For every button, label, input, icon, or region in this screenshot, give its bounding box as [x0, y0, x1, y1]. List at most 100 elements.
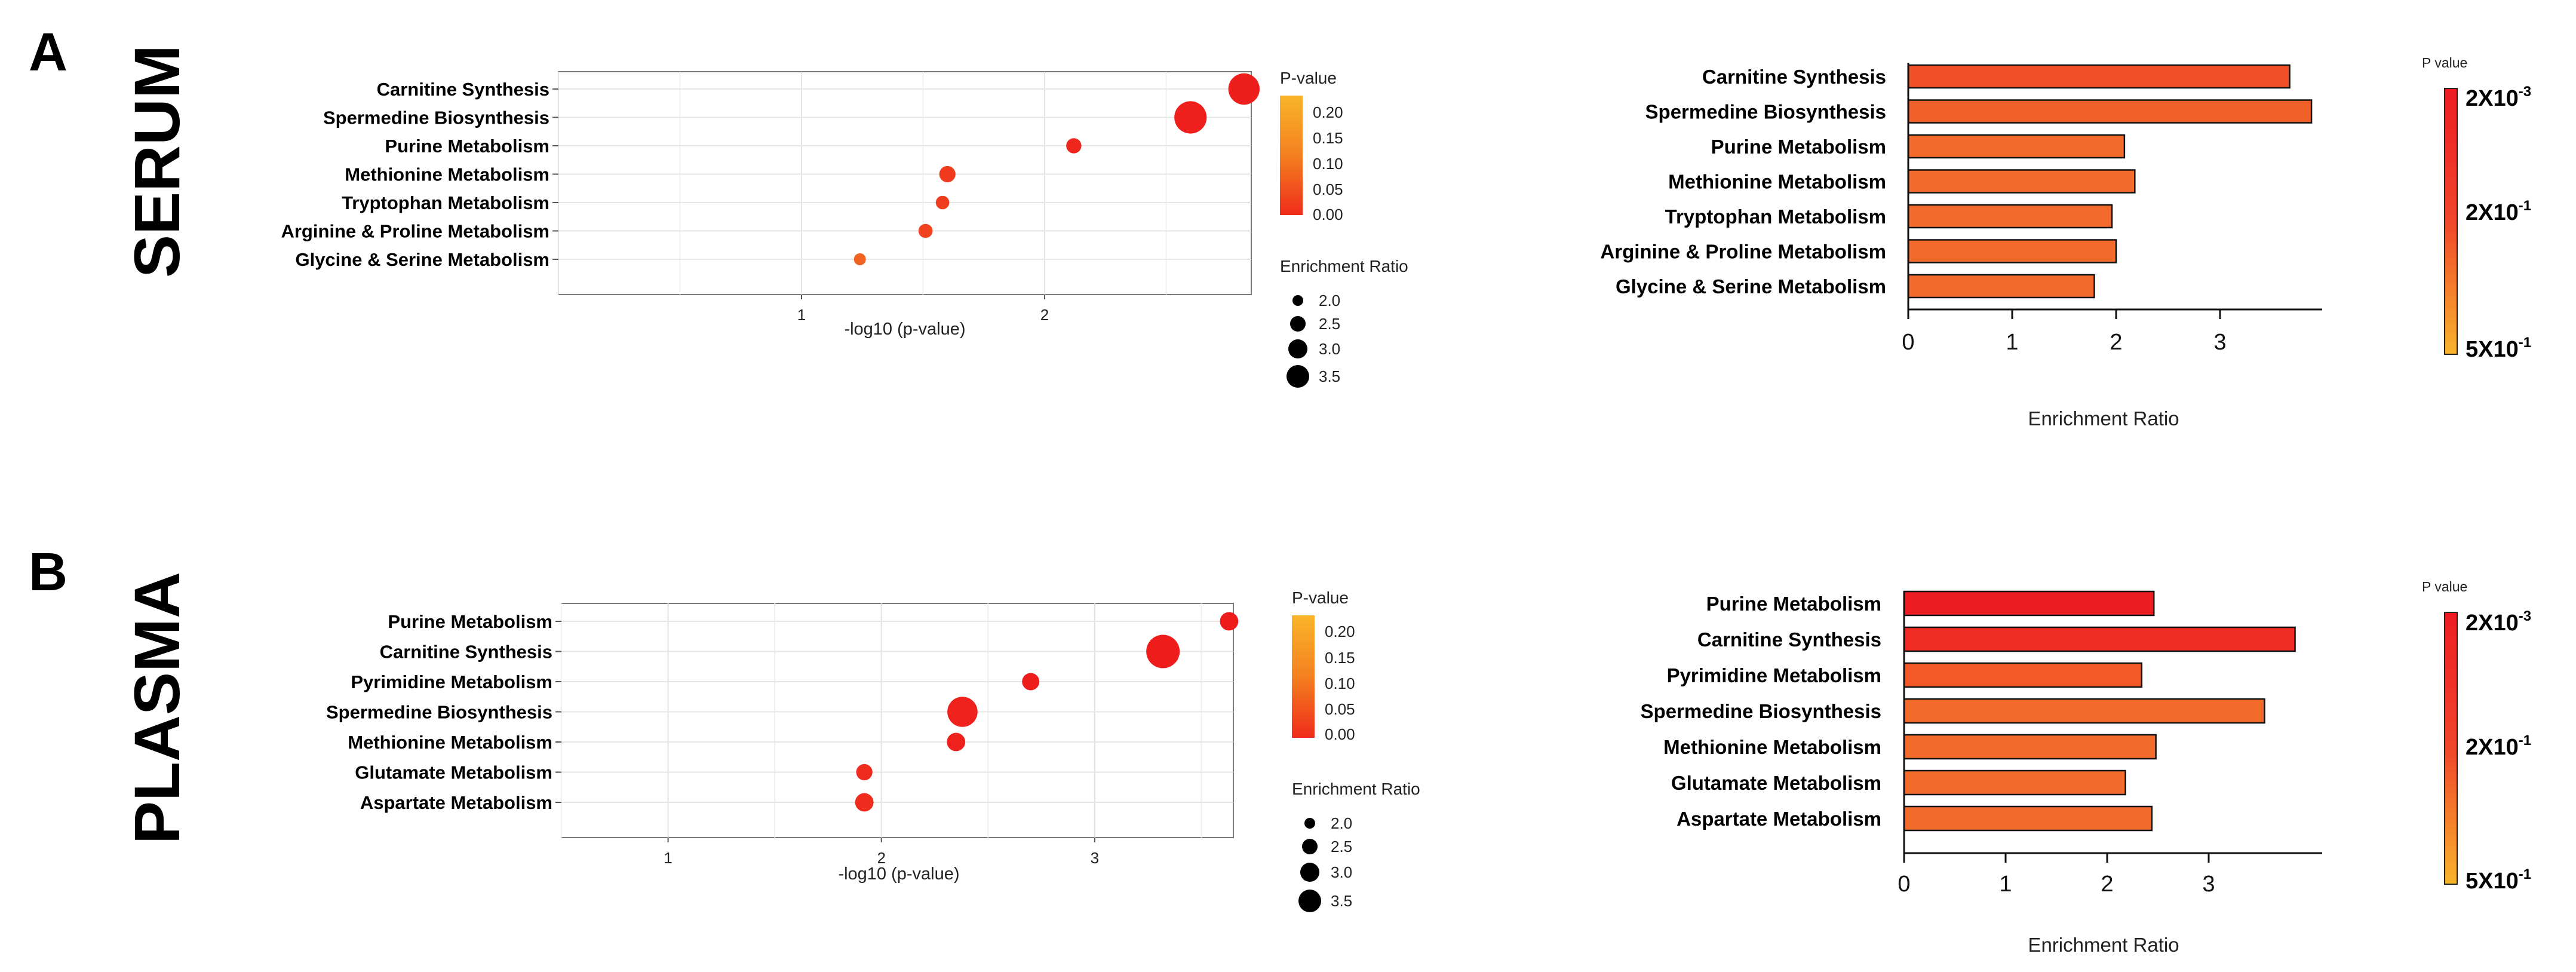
- data-point: [935, 195, 950, 210]
- category-label: Methionine Metabolism: [1668, 171, 1886, 193]
- pvalue-tick: 0.05: [1325, 700, 1355, 718]
- category-label: Purine Metabolism: [1706, 593, 1881, 615]
- x-tick-label: 3: [2202, 872, 2215, 897]
- colorbar-title: P value: [2422, 579, 2467, 594]
- size-key-label: 3.5: [1319, 367, 1340, 385]
- data-point: [856, 764, 873, 781]
- colorbar-mid-label: 2X10-1: [2466, 198, 2531, 225]
- colorbar-label-exp: -3: [2519, 608, 2531, 624]
- bar: [1907, 64, 2291, 89]
- category-label: Glutamate Metabolism: [1671, 772, 1881, 794]
- data-point: [947, 697, 978, 727]
- size-key-dot: [1302, 839, 1318, 854]
- colorbar-label-base: 2X10: [2466, 86, 2519, 111]
- bar: [1903, 698, 2265, 724]
- colorbar-label-exp: -1: [2519, 732, 2531, 749]
- serum-enrichment-legend: Enrichment Ratio 2.0 2.5 3.0 3.5: [1280, 257, 1408, 388]
- size-key-label: 3.0: [1319, 340, 1340, 358]
- plot-area: [561, 603, 1234, 838]
- size-key-label: 2.0: [1331, 814, 1352, 832]
- panel-letter-b: B: [29, 542, 67, 602]
- bar: [1903, 805, 2153, 832]
- category-label: Pyrimidine Metabolism: [351, 671, 552, 692]
- x-tick-label: 2: [1040, 306, 1049, 324]
- data-point: [1066, 138, 1082, 154]
- size-key-dot: [1300, 863, 1319, 882]
- pvalue-tick: 0.20: [1313, 103, 1343, 121]
- pvalue-gradient: [1292, 615, 1315, 738]
- size-key-dot: [1292, 295, 1303, 306]
- x-tick-label: 3: [2213, 330, 2226, 355]
- panel-letter-a: A: [29, 23, 67, 82]
- size-key-dot: [1304, 818, 1315, 829]
- plasma-dot-plot: Purine Metabolism Carnitine Synthesis Pyri…: [326, 603, 1239, 884]
- data-point: [853, 253, 866, 265]
- category-label: Carnitine Synthesis: [1702, 66, 1886, 88]
- panel-a-sample-title: SERUM: [121, 45, 193, 278]
- category-label: Spermedine Biosynthesis: [1641, 700, 1881, 722]
- colorbar-top-label: 2X10-3: [2466, 608, 2531, 636]
- bar: [1907, 134, 2126, 159]
- category-label: Methionine Metabolism: [348, 732, 552, 753]
- x-tick-label: 1: [797, 306, 806, 324]
- serum-bar-chart: Carnitine Synthesis Spermedine Biosynthes…: [1600, 63, 2322, 430]
- x-tick-label: 2: [2110, 330, 2122, 355]
- bar: [1907, 239, 2117, 263]
- x-axis-label: Enrichment Ratio: [2028, 934, 2179, 956]
- pvalue-tick: 0.10: [1313, 155, 1343, 173]
- pvalue-tick: 0.00: [1313, 206, 1343, 223]
- enrichment-legend-title: Enrichment Ratio: [1292, 780, 1420, 798]
- size-key-dot: [1290, 316, 1306, 332]
- category-label: Arginine & Proline Metabolism: [281, 221, 549, 242]
- colorbar-bottom-label: 5X10-1: [2466, 335, 2531, 362]
- colorbar-label-exp: -1: [2519, 198, 2531, 214]
- pvalue-tick: 0.05: [1313, 180, 1343, 198]
- colorbar-gradient: [2444, 88, 2458, 355]
- category-label: Carnitine Synthesis: [1697, 628, 1881, 651]
- category-label: Tryptophan Metabolism: [1665, 206, 1886, 228]
- serum-pvalue-legend: P-value 0.20 0.15 0.10 0.05 0.00: [1280, 69, 1343, 223]
- size-key-dot: [1288, 339, 1307, 358]
- colorbar-label-base: 2X10: [2466, 735, 2519, 760]
- data-point: [1022, 673, 1040, 691]
- x-tick-label: 3: [1091, 849, 1099, 867]
- size-key-label: 3.5: [1331, 892, 1352, 910]
- category-label: Spermedine Biosynthesis: [323, 108, 549, 128]
- category-label: Purine Metabolism: [385, 136, 549, 157]
- bar: [1907, 99, 2313, 124]
- category-label: Purine Metabolism: [1711, 136, 1886, 158]
- bar: [1907, 204, 2113, 229]
- bar: [1903, 734, 2157, 760]
- category-label: Arginine & Proline Metabolism: [1600, 241, 1886, 263]
- colorbar-label-base: 5X10: [2466, 337, 2519, 362]
- plasma-enrichment-legend: Enrichment Ratio 2.0 2.5 3.0 3.5: [1292, 780, 1420, 912]
- plasma-bar-chart: Purine Metabolism Carnitine Synthesis Pyri…: [1641, 590, 2322, 956]
- pvalue-gradient: [1280, 96, 1303, 215]
- x-tick-label: 2: [877, 849, 885, 867]
- size-key-dot: [1298, 890, 1321, 912]
- size-key-label: 3.0: [1331, 863, 1352, 881]
- size-key-label: 2.5: [1319, 315, 1340, 333]
- serum-dot-plot: Carnitine Synthesis Spermedine Biosynthes…: [281, 71, 1260, 339]
- x-axis-label: -log10 (p-value): [844, 320, 965, 339]
- x-tick-label: 1: [1999, 872, 2012, 897]
- serum-colorbar: P value 2X10-3 2X10-1 5X10-1: [2422, 55, 2531, 362]
- colorbar-title: P value: [2422, 55, 2467, 70]
- enrichment-legend-title: Enrichment Ratio: [1280, 257, 1408, 275]
- size-key-label: 2.0: [1319, 292, 1340, 309]
- data-point: [918, 223, 933, 238]
- colorbar-label-base: 2X10: [2466, 611, 2519, 636]
- bar: [1903, 590, 2155, 617]
- colorbar-bottom-label: 5X10-1: [2466, 866, 2531, 894]
- colorbar-gradient: [2444, 612, 2458, 885]
- data-point: [855, 793, 874, 812]
- plasma-colorbar: P value 2X10-3 2X10-1 5X10-1: [2422, 579, 2531, 894]
- category-label: Carnitine Synthesis: [377, 79, 549, 100]
- x-tick-label: 0: [1902, 330, 1914, 355]
- x-axis-label: -log10 (p-value): [838, 864, 959, 884]
- category-label: Methionine Metabolism: [1663, 736, 1881, 758]
- colorbar-label-base: 5X10: [2466, 869, 2519, 894]
- data-point: [1174, 101, 1207, 134]
- category-label: Pyrimidine Metabolism: [1667, 664, 1881, 686]
